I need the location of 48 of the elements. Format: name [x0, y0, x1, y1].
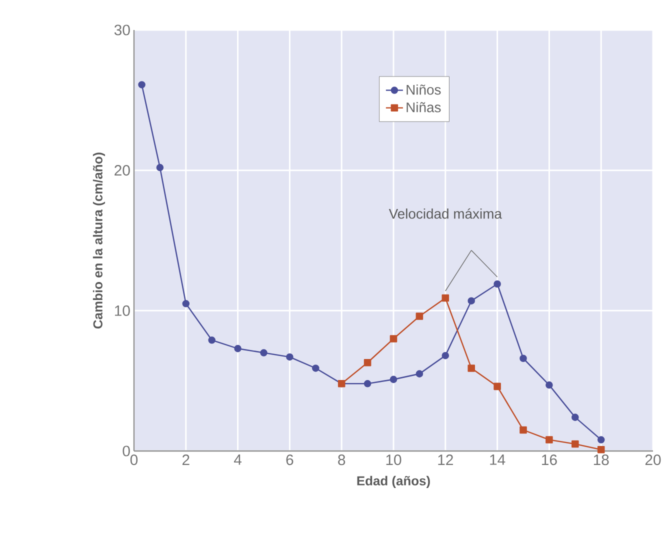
- point: [572, 414, 579, 421]
- point: [442, 294, 450, 302]
- point: [597, 436, 605, 444]
- x-tick-label: 4: [234, 454, 242, 465]
- point: [468, 364, 475, 372]
- point: [546, 436, 553, 444]
- point: [416, 312, 424, 320]
- point: [312, 364, 320, 372]
- point: [494, 382, 501, 390]
- point: [156, 164, 164, 172]
- x-tick-label: 18: [594, 454, 609, 466]
- point: [468, 297, 475, 304]
- x-tick-label: 16: [542, 454, 557, 466]
- point: [260, 349, 268, 356]
- point: [286, 353, 294, 361]
- point: [364, 358, 372, 366]
- y-axis-title: Cambio en la altura (cm/año): [92, 152, 106, 328]
- point: [364, 380, 372, 388]
- y-tick-label: 0: [122, 446, 130, 456]
- y-tick-label: 20: [114, 165, 130, 176]
- x-tick-label: 2: [182, 454, 190, 465]
- x-tick-label: 8: [338, 454, 346, 466]
- point: [416, 370, 424, 378]
- point: [546, 381, 553, 389]
- x-tick-label: 6: [286, 454, 294, 466]
- legend-label: Niños: [406, 84, 441, 95]
- point: [390, 376, 398, 384]
- x-tick-label: 20: [645, 454, 661, 466]
- x-tick-label: 14: [490, 454, 506, 465]
- x-tick-label: 0: [130, 454, 138, 466]
- point: [494, 280, 501, 288]
- point: [520, 426, 527, 434]
- x-tick-label: 12: [438, 454, 453, 465]
- point: [390, 335, 398, 342]
- point: [138, 81, 146, 88]
- point: [520, 354, 527, 362]
- y-tick-label: 10: [115, 305, 130, 316]
- x-axis-title: Edad (años): [357, 476, 430, 488]
- point: [442, 352, 450, 360]
- point: [234, 344, 242, 352]
- point: [572, 440, 579, 448]
- x-tick-label: 10: [386, 454, 402, 466]
- point: [182, 300, 190, 308]
- point: [208, 336, 216, 344]
- annotation: Velocidad máxima: [388, 208, 502, 219]
- legend-label: Niñas: [406, 102, 441, 112]
- y-tick-label: 30: [114, 24, 130, 36]
- point: [597, 446, 605, 454]
